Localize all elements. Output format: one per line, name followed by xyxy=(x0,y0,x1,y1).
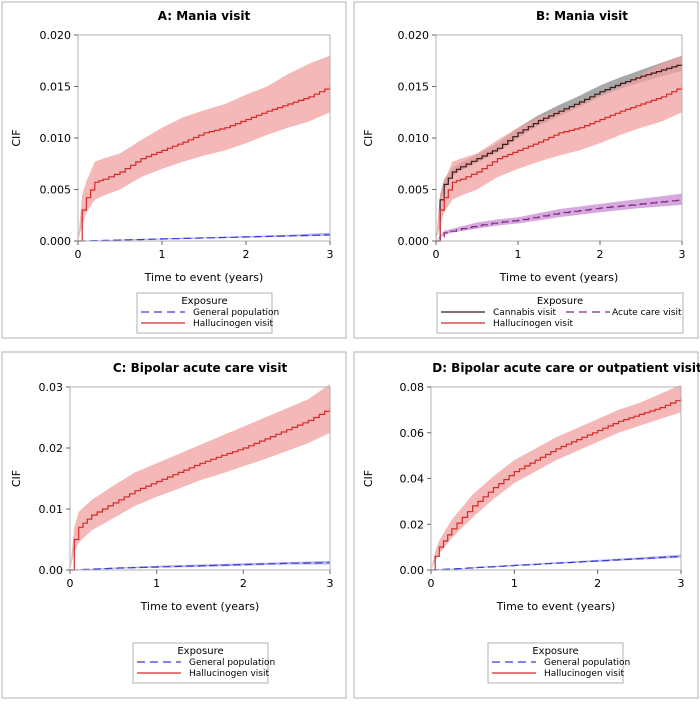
x-tick-label: 0 xyxy=(67,577,74,590)
x-tick-label: 2 xyxy=(240,577,247,590)
series-line xyxy=(70,562,330,571)
y-tick-label: 0.08 xyxy=(400,381,425,394)
panel-frame xyxy=(1,1,347,339)
y-tick-label: 0.020 xyxy=(40,29,72,42)
legend-frame xyxy=(132,642,269,684)
x-tick-label: 1 xyxy=(159,248,166,261)
y-axis-label: CIF xyxy=(10,470,23,487)
series-line xyxy=(78,86,331,242)
y-tick-label: 0.01 xyxy=(39,503,64,516)
legend-label: Hallucinogen visit xyxy=(189,669,269,679)
series-line xyxy=(436,63,683,242)
x-tick-label: 1 xyxy=(153,577,160,590)
legend-title: Exposure xyxy=(532,646,578,657)
x-tick-label: 1 xyxy=(515,248,522,261)
y-tick-label: 0.005 xyxy=(398,184,430,197)
legend-label: Acute care visit xyxy=(612,308,682,318)
legend-frame xyxy=(136,292,273,334)
legend-frame xyxy=(436,292,684,334)
x-tick-label: 2 xyxy=(594,577,601,590)
chart-title: A: Mania visit xyxy=(158,9,251,23)
x-axis-label: Time to event (years) xyxy=(499,271,619,284)
legend-title: Exposure xyxy=(537,296,583,307)
y-axis-label: CIF xyxy=(362,470,375,487)
x-axis-label: Time to event (years) xyxy=(144,271,264,284)
y-tick-label: 0.03 xyxy=(39,381,64,394)
panel-c: C: Bipolar acute care visit 0.00 0.01 0.02 0… xyxy=(1,351,347,699)
x-tick-label: 0 xyxy=(433,248,440,261)
chart-title: B: Mania visit xyxy=(536,9,628,23)
confidence-band xyxy=(78,55,330,241)
y-tick-label: 0.000 xyxy=(40,235,72,248)
legend-title: Exposure xyxy=(181,296,227,307)
series-line xyxy=(431,556,682,571)
panel-b: B: Mania visit 0.000 0.005 0.010 0.015 0.020 0… xyxy=(353,1,699,339)
y-tick-label: 0.00 xyxy=(400,564,425,577)
y-tick-label: 0.015 xyxy=(398,81,430,94)
confidence-band xyxy=(431,384,681,570)
legend-label: Hallucinogen visit xyxy=(193,319,273,329)
y-tick-label: 0.02 xyxy=(400,518,425,531)
y-tick-label: 0.000 xyxy=(398,235,430,248)
y-tick-label: 0.005 xyxy=(40,184,72,197)
y-axis-label: CIF xyxy=(10,129,23,146)
y-tick-label: 0.010 xyxy=(40,132,72,145)
panel-a: A: Mania visit 0.000 0.005 0.010 0.015 0.020 0… xyxy=(1,1,347,339)
x-tick-label: 3 xyxy=(678,577,685,590)
panel-d: D: Bipolar acute care or outpatient visi… xyxy=(353,351,700,699)
series-line xyxy=(70,408,331,571)
y-tick-label: 0.020 xyxy=(398,29,430,42)
x-axis-label: Time to event (years) xyxy=(496,600,616,613)
y-tick-label: 0.010 xyxy=(398,132,430,145)
legend-label: Hallucinogen visit xyxy=(544,669,624,679)
series-line xyxy=(436,199,683,242)
y-tick-label: 0.06 xyxy=(400,427,425,440)
y-tick-label: 0.02 xyxy=(39,442,64,455)
legend-label: General population xyxy=(189,658,275,668)
y-tick-label: 0.00 xyxy=(39,564,64,577)
legend-frame xyxy=(487,642,624,684)
legend-label: Hallucinogen visit xyxy=(493,319,573,329)
x-tick-label: 2 xyxy=(243,248,250,261)
legend-label: General population xyxy=(544,658,630,668)
chart-title: C: Bipolar acute care visit xyxy=(113,361,288,375)
x-tick-label: 3 xyxy=(327,248,334,261)
x-tick-label: 0 xyxy=(75,248,82,261)
plot-area xyxy=(69,386,331,571)
legend-title: Exposure xyxy=(177,646,223,657)
x-tick-label: 3 xyxy=(327,577,334,590)
x-tick-label: 2 xyxy=(597,248,604,261)
y-tick-label: 0.04 xyxy=(400,473,425,486)
chart-title: D: Bipolar acute care or outpatient visi… xyxy=(432,361,700,375)
panel-frame xyxy=(353,1,699,339)
legend-label: Cannabis visit xyxy=(493,308,557,318)
legend-label: General population xyxy=(193,308,279,318)
confidence-band xyxy=(70,384,330,570)
x-axis-label: Time to event (years) xyxy=(140,600,260,613)
x-tick-label: 1 xyxy=(511,577,518,590)
x-tick-label: 0 xyxy=(428,577,435,590)
series-line xyxy=(436,86,683,242)
confidence-band xyxy=(436,55,682,241)
x-tick-label: 3 xyxy=(679,248,686,261)
series-line xyxy=(78,234,331,242)
series-line xyxy=(431,398,682,571)
y-tick-label: 0.015 xyxy=(40,81,72,94)
y-axis-label: CIF xyxy=(362,129,375,146)
